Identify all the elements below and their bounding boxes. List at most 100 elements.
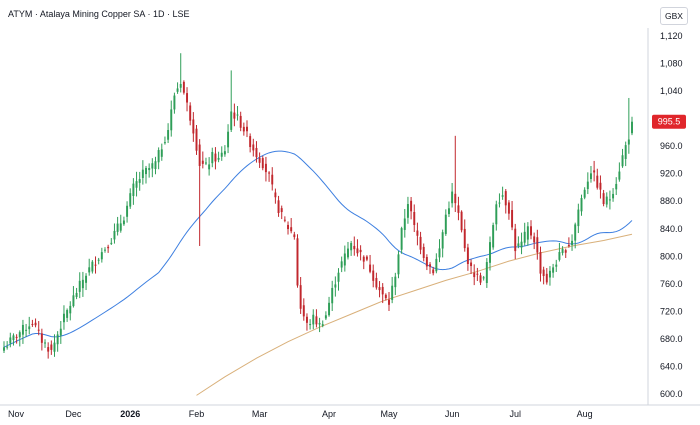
candle-body [463, 228, 466, 249]
candle [347, 241, 349, 260]
candle [495, 200, 498, 231]
candle-body [435, 258, 438, 272]
currency-button[interactable]: GBX [660, 7, 688, 25]
candle-body [593, 170, 596, 173]
candle [290, 218, 293, 234]
candle-body [337, 272, 340, 282]
candle [3, 341, 5, 354]
candle-body [277, 200, 280, 214]
candle [324, 311, 327, 321]
candle [422, 243, 425, 262]
time-tick-label: Dec [65, 409, 82, 419]
candles-layer [3, 53, 633, 359]
candle-body [18, 332, 21, 338]
candle [126, 201, 129, 223]
title-separator: · [167, 9, 170, 19]
candle-body [122, 220, 125, 225]
price-tick-label: 760.0 [660, 279, 683, 289]
candle-body [151, 163, 154, 169]
last-price-tag [652, 114, 686, 129]
candle-body [283, 219, 286, 221]
candle [400, 226, 403, 254]
candle [511, 200, 514, 231]
candle-body [208, 164, 211, 170]
price-tick-label: 960.0 [660, 141, 683, 151]
time-tick-label: Jun [445, 409, 460, 419]
time-axis[interactable]: Nov Dec 2026 Feb Mar Apr May Jun Jul Aug [8, 409, 593, 419]
candle [542, 266, 545, 285]
candle [62, 305, 65, 330]
company-name: Atalaya Mining Copper SA [39, 9, 145, 19]
candle-body [362, 256, 365, 262]
candle [419, 231, 422, 255]
candle-body [375, 277, 378, 288]
candle [627, 97, 630, 154]
candle-body [482, 277, 485, 279]
candle [264, 156, 267, 182]
candle [539, 246, 542, 282]
candle [492, 222, 495, 250]
candle-body [261, 158, 264, 169]
candle-body [242, 126, 245, 132]
candle [21, 319, 24, 344]
candle [85, 273, 88, 291]
candle-body [78, 280, 81, 292]
candle [37, 321, 40, 336]
time-tick-label: Mar [252, 409, 268, 419]
candle [615, 177, 618, 195]
candle-body [12, 335, 15, 341]
candle [608, 190, 611, 210]
candle-body [621, 155, 624, 167]
candle [148, 163, 151, 178]
candle-body [627, 139, 630, 145]
candle-body [110, 242, 113, 244]
candle-body [116, 223, 119, 232]
candle [530, 220, 532, 240]
candle [571, 234, 574, 251]
candle-body [470, 262, 473, 267]
candle-body [258, 157, 261, 163]
candle-body [602, 193, 605, 205]
candle [489, 236, 491, 271]
candle [435, 253, 438, 274]
candle [523, 222, 526, 246]
candle-body [356, 248, 359, 254]
candle-body [536, 237, 539, 253]
candle-body [530, 226, 532, 236]
candle [331, 280, 334, 311]
candle [107, 244, 110, 253]
candle-body [438, 248, 441, 258]
candle-body [126, 205, 129, 217]
candle-body [533, 236, 536, 243]
candle [233, 103, 236, 127]
candle [318, 317, 321, 333]
candle-body [391, 285, 394, 300]
candle-body [119, 223, 122, 231]
candle [78, 272, 81, 299]
candle-body [605, 196, 608, 205]
candle [246, 120, 248, 138]
time-tick-label: Jul [509, 409, 521, 419]
candle-body [15, 336, 18, 338]
price-tick-label: 840.0 [660, 224, 683, 234]
candle [372, 264, 375, 288]
candle-body [309, 324, 312, 326]
candle [479, 272, 482, 286]
candle-body [6, 346, 9, 348]
candle-body [596, 175, 599, 188]
candle [28, 316, 31, 335]
candle-body [514, 228, 517, 252]
price-tick-label: 1,080 [660, 59, 683, 69]
price-axis[interactable]: 600.0 640.0 680.0 720.0 760.0 800.0 840.0 880.0… [660, 31, 683, 399]
candle [444, 209, 447, 236]
exchange-name: LSE [172, 9, 190, 19]
candle-body [100, 252, 103, 260]
candle [296, 234, 299, 288]
candle [170, 100, 173, 137]
candle [122, 216, 125, 226]
candle-body [85, 275, 88, 283]
candle [94, 256, 97, 274]
candle-body [511, 209, 514, 228]
candle [31, 319, 34, 327]
